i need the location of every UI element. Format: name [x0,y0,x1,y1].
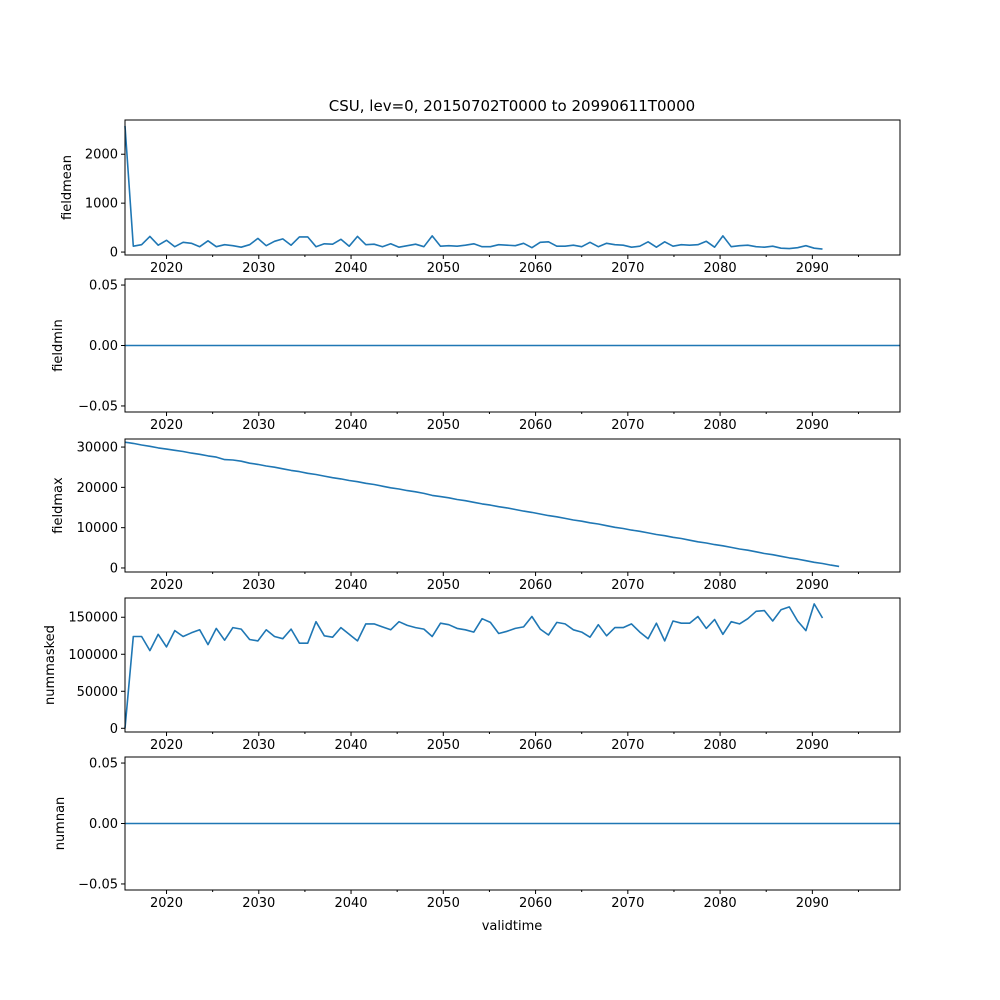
y-tick-label: 30000 [77,441,118,456]
axes-frame [124,119,901,256]
y-tick-label: 0 [110,561,118,576]
x-tick-label: 2080 [704,578,737,593]
series-line-nummasked [124,603,824,729]
y-axis-label: fieldmean [60,155,75,220]
y-axis-label: fieldmax [51,477,66,534]
y-tick-label: 1000 [85,197,118,212]
x-tick-label: 2020 [150,418,183,433]
y-tick-label: −0.05 [78,399,118,414]
y-tick-label: 50000 [77,685,118,700]
y-tick-label: 10000 [77,521,118,536]
x-tick-label: 2040 [334,896,367,911]
x-tick-label: 2020 [150,896,183,911]
x-tick-label: 2070 [611,418,644,433]
x-tick-label: 2080 [704,738,737,753]
series-line-fieldmean [124,125,823,250]
y-tick-label: 0 [110,246,118,261]
x-tick-label: 2070 [611,578,644,593]
y-tick-label: 0.00 [89,339,118,354]
x-tick-label: 2090 [796,896,829,911]
axes-frame [124,438,901,573]
y-tick-label: 0.05 [89,757,118,772]
x-tick-label: 2040 [334,578,367,593]
x-tick-label: 2050 [427,896,460,911]
series-line-fieldmax [124,441,840,568]
x-tick-label: 2040 [334,261,367,276]
x-tick-label: 2090 [796,738,829,753]
panel-fieldmean: fieldmean 0 1000 2000 2020 2030 2040 2050 2060 2… [60,119,901,276]
x-tick-label: 2020 [150,578,183,593]
y-tick-label: 20000 [77,481,118,496]
x-tick-label: 2020 [150,738,183,753]
x-tick-label: 2050 [427,578,460,593]
x-tick-label: 2080 [704,418,737,433]
x-tick-label: 2060 [519,261,552,276]
y-tick-label: 0 [110,722,118,737]
x-tick-label: 2060 [519,896,552,911]
x-axis-label: validtime [482,919,543,934]
panel-numnan: numnan −0.05 0.00 0.05 2020 2030 2040 2050 2060… [53,756,901,911]
x-tick-label: 2040 [334,738,367,753]
y-tick-label: 100000 [68,648,118,663]
x-tick-label: 2050 [427,418,460,433]
x-tick-label: 2050 [427,738,460,753]
panel-fieldmin: fieldmin −0.05 0.00 0.05 2020 2030 2040 2050 20… [51,278,901,433]
x-tick-label: 2070 [611,738,644,753]
y-axis-label: numnan [53,797,68,851]
y-tick-label: 0.00 [89,817,118,832]
y-axis-label: fieldmin [51,319,66,372]
x-tick-label: 2050 [427,261,460,276]
x-tick-label: 2030 [242,896,275,911]
y-tick-label: 150000 [68,611,118,626]
x-tick-label: 2090 [796,261,829,276]
panel-fieldmax: fieldmax 0 10000 20000 30000 2020 2030 2040 205… [51,438,901,593]
x-tick-label: 2080 [704,261,737,276]
axes-frame [124,597,901,733]
x-tick-label: 2090 [796,578,829,593]
x-tick-label: 2030 [242,578,275,593]
x-tick-label: 2070 [611,261,644,276]
x-tick-label: 2030 [242,418,275,433]
panel-nummasked: nummasked 0 50000 100000 150000 2020 2030 2040… [43,597,901,753]
y-tick-label: 2000 [85,148,118,163]
x-tick-label: 2040 [334,418,367,433]
chart-title: CSU, lev=0, 20150702T0000 to 20990611T00… [329,97,695,115]
x-tick-label: 2060 [519,418,552,433]
y-tick-label: −0.05 [78,877,118,892]
x-tick-label: 2070 [611,896,644,911]
x-tick-label: 2060 [519,578,552,593]
y-tick-label: 0.05 [89,279,118,294]
y-axis-label: nummasked [43,625,58,705]
x-tick-label: 2030 [242,261,275,276]
x-tick-label: 2060 [519,738,552,753]
x-tick-label: 2080 [704,896,737,911]
x-tick-label: 2020 [150,261,183,276]
x-tick-label: 2090 [796,418,829,433]
x-tick-label: 2030 [242,738,275,753]
